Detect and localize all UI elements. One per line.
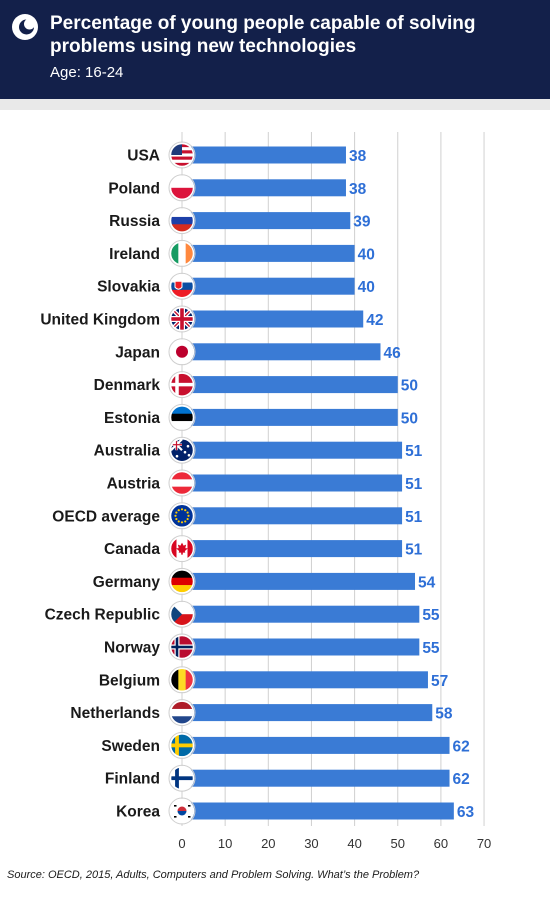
value-label: 63	[457, 804, 475, 821]
value-label: 55	[422, 607, 440, 624]
header-divider	[0, 99, 550, 110]
category-label: Netherlands	[70, 705, 160, 722]
value-label: 58	[435, 706, 453, 723]
germany-flag-icon	[168, 567, 196, 595]
czech-flag-icon	[168, 600, 196, 628]
category-label: United Kingdom	[40, 312, 160, 329]
category-label: Finland	[105, 771, 160, 788]
bar	[187, 310, 364, 328]
bar	[187, 179, 346, 197]
bar	[187, 704, 433, 722]
korea-flag-icon	[168, 797, 196, 825]
x-tick-label: 60	[434, 836, 448, 851]
category-label: OECD average	[52, 508, 160, 525]
bar	[187, 277, 355, 295]
bar	[187, 146, 346, 164]
canada-flag-icon	[168, 535, 196, 563]
value-label: 57	[431, 673, 448, 690]
usa-flag-icon	[168, 141, 196, 169]
japan-flag-icon	[168, 338, 196, 366]
value-label: 38	[349, 181, 367, 198]
chart-subtitle: Age: 16-24	[50, 64, 124, 81]
value-label: 42	[366, 312, 383, 329]
bar	[187, 802, 454, 820]
value-label: 62	[453, 771, 470, 788]
value-label: 50	[401, 410, 418, 427]
bar	[187, 671, 428, 689]
norway-flag-icon	[168, 633, 196, 661]
bar	[187, 572, 416, 590]
x-tick-label: 40	[347, 836, 361, 851]
finland-flag-icon	[168, 764, 196, 792]
category-label: Czech Republic	[45, 607, 161, 624]
category-label: Sweden	[101, 738, 160, 755]
value-label: 51	[405, 443, 423, 460]
x-tick-label: 50	[391, 836, 405, 851]
value-label: 55	[422, 640, 440, 657]
x-tick-label: 70	[477, 836, 491, 851]
category-label: Russia	[109, 213, 160, 230]
poland-flag-icon	[168, 174, 196, 202]
value-label: 50	[401, 378, 418, 395]
russia-flag-icon	[168, 207, 196, 235]
category-label: Canada	[104, 541, 160, 558]
bar	[187, 605, 420, 623]
eu-flag-icon	[168, 502, 196, 530]
bar-chart: USA 38 Poland 38 Russia 39 Ireland 40 Slovakia 40…	[40, 132, 491, 851]
bar	[187, 769, 450, 787]
x-tick-label: 0	[178, 836, 185, 851]
header-banner: Percentage of young people capable of so…	[0, 0, 550, 99]
estonia-flag-icon	[168, 403, 196, 431]
value-label: 38	[349, 148, 367, 165]
denmark-flag-icon	[168, 371, 196, 399]
value-label: 54	[418, 574, 436, 591]
bar	[187, 474, 403, 492]
bar	[187, 540, 403, 558]
bar	[187, 408, 398, 426]
value-label: 46	[383, 345, 401, 362]
bar	[187, 638, 420, 656]
source-note: Source: OECD, 2015, Adults, Computers an…	[7, 869, 420, 881]
category-label: USA	[127, 148, 160, 165]
bar	[187, 507, 403, 525]
austria-flag-icon	[168, 469, 196, 497]
x-tick-label: 10	[218, 836, 232, 851]
uk-flag-icon	[168, 305, 196, 333]
logo-icon	[12, 14, 38, 40]
category-label: Germany	[93, 574, 161, 591]
category-label: Belgium	[99, 672, 160, 689]
bar	[187, 441, 403, 459]
value-label: 51	[405, 476, 423, 493]
category-label: Poland	[108, 180, 160, 197]
belgium-flag-icon	[168, 666, 196, 694]
category-label: Japan	[115, 344, 160, 361]
category-label: Ireland	[109, 246, 160, 263]
netherlands-flag-icon	[168, 699, 196, 727]
category-label: Korea	[116, 804, 160, 821]
sweden-flag-icon	[168, 731, 196, 759]
value-label: 51	[405, 509, 423, 526]
category-label: Norway	[104, 640, 160, 657]
bar	[187, 376, 398, 394]
x-tick-label: 20	[261, 836, 275, 851]
value-label: 40	[358, 246, 375, 263]
bar	[187, 736, 450, 754]
category-label: Estonia	[104, 410, 160, 427]
value-label: 39	[353, 214, 371, 231]
chart-title: Percentage of young people capable of so…	[50, 13, 476, 57]
category-label: Denmark	[94, 377, 161, 394]
australia-flag-icon	[168, 436, 196, 464]
x-tick-label: 30	[304, 836, 318, 851]
category-label: Slovakia	[97, 279, 160, 296]
ireland-flag-icon	[168, 239, 196, 267]
category-label: Australia	[94, 443, 161, 460]
slovakia-flag-icon	[168, 272, 196, 300]
category-label: Austria	[107, 476, 161, 493]
bar	[187, 244, 355, 262]
value-label: 40	[358, 279, 375, 296]
value-label: 51	[405, 542, 423, 559]
bar	[187, 212, 351, 230]
bar	[187, 343, 381, 361]
value-label: 62	[453, 738, 470, 755]
